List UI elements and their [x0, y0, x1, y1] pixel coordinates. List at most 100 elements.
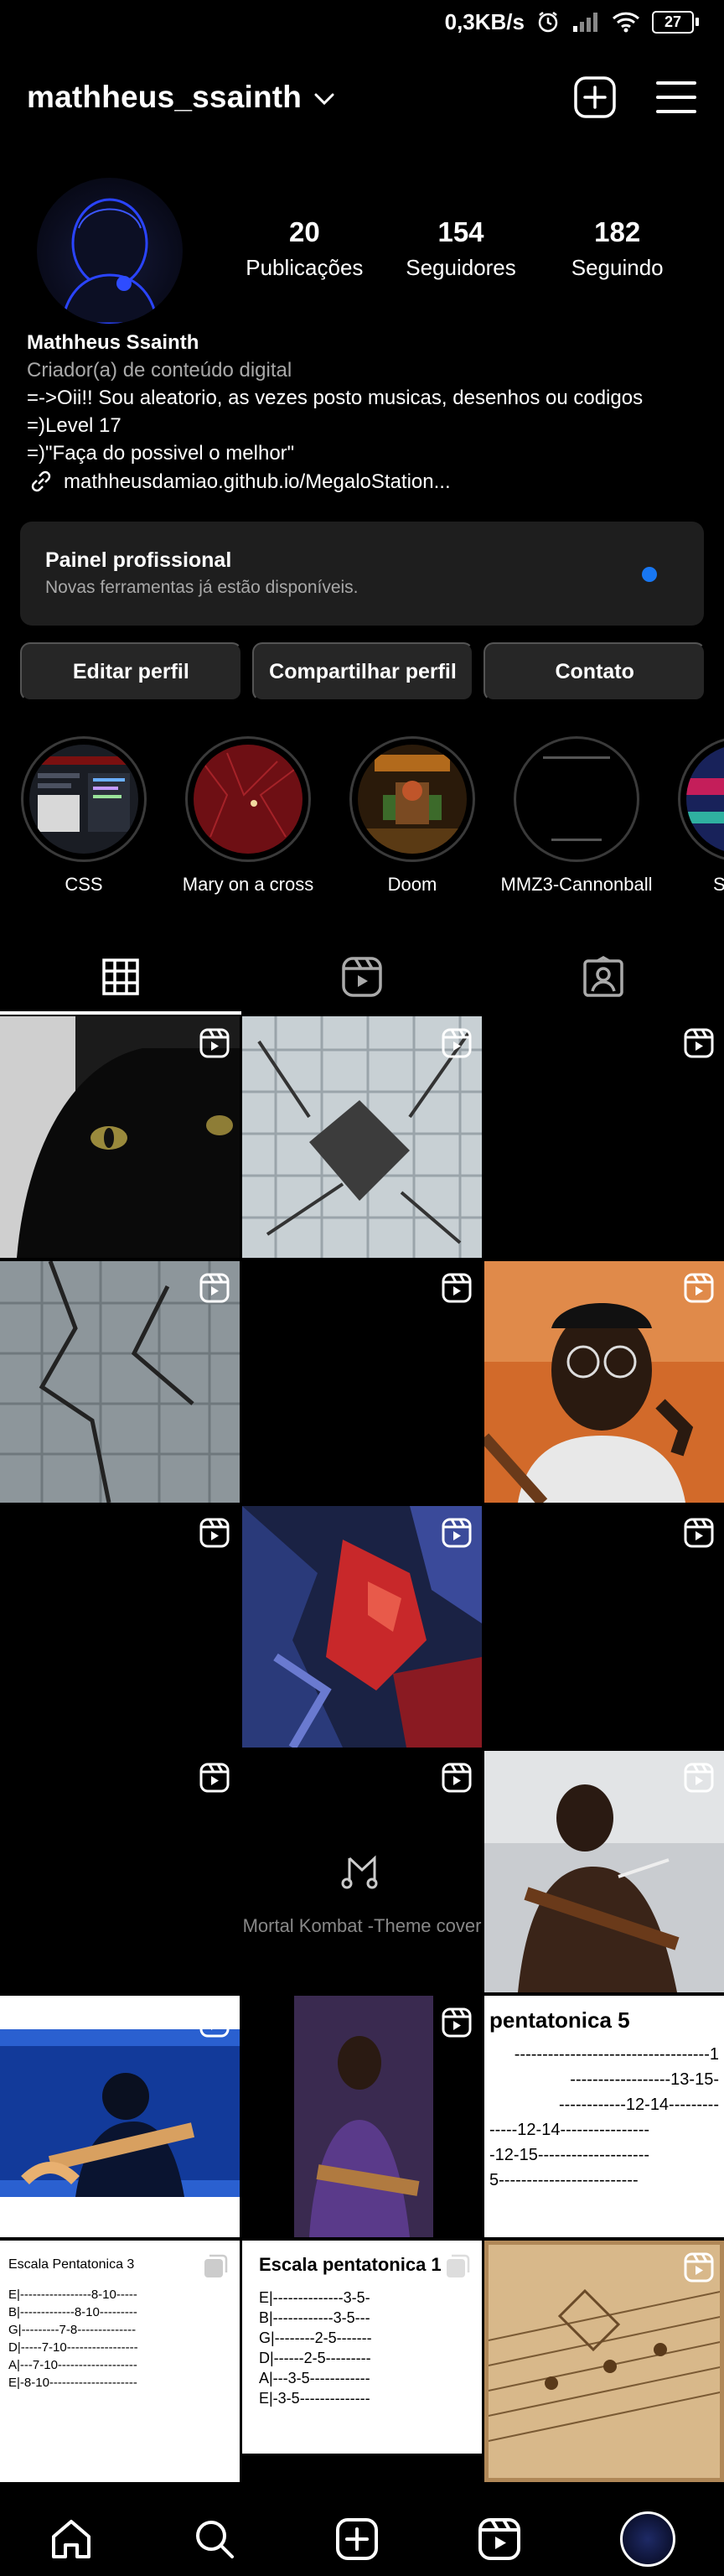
posts-stat[interactable]: 20 Publicações [226, 216, 383, 281]
tab-line: E|-3-5-------------- [259, 2390, 370, 2407]
post-caption: Mortal Kombat -Theme cover [242, 1915, 482, 1936]
battery-level: 27 [652, 10, 694, 34]
highlight-doom[interactable]: Doom [328, 736, 496, 896]
link-icon [31, 470, 51, 492]
profile-actions: Editar perfil Compartilhar perfil Contat… [20, 642, 706, 701]
reel-icon [684, 2252, 714, 2283]
tab-line: E|-----------------8-10----- [8, 2288, 137, 2302]
grid-post[interactable] [242, 1996, 482, 2237]
tab-line: ------------12-14--------- [558, 2096, 719, 2114]
grid-post[interactable]: pentatonica 5 --------------------------… [484, 1996, 724, 2237]
reel-icon [442, 1273, 472, 1303]
reel-icon [199, 1028, 230, 1058]
posts-count: 20 [288, 216, 320, 247]
profile-bio: Mathheus Ssainth Criador(a) de conteúdo … [27, 329, 697, 496]
profile-nav-avatar[interactable] [619, 2511, 675, 2567]
notification-dot [642, 567, 657, 582]
home-icon[interactable] [49, 2516, 94, 2562]
tab-tagged[interactable] [483, 937, 724, 1016]
grid-post[interactable]: Escala Pentatonica 3 E|-----------------… [0, 2241, 240, 2482]
grid-post[interactable] [484, 1506, 724, 1748]
grid-post[interactable] [484, 1016, 724, 1258]
reel-icon [442, 1763, 472, 1793]
profile-avatar[interactable] [37, 178, 183, 324]
profile-category: Criador(a) de conteúdo digital [27, 359, 292, 382]
followers-count: 154 [437, 216, 484, 247]
grid-post[interactable] [0, 1016, 240, 1258]
grid-post[interactable] [484, 1751, 724, 1992]
grid-post[interactable] [0, 1506, 240, 1748]
highlight-css[interactable]: CSS [0, 736, 168, 896]
tab-line: -----------------------------------1 [514, 2045, 719, 2064]
grid-post[interactable] [0, 1996, 240, 2237]
highlight-thumbnail [194, 745, 303, 854]
grid-post[interactable] [242, 1261, 482, 1503]
profile-tabs [0, 937, 724, 1016]
grid-post[interactable] [242, 1506, 482, 1748]
tab-line: B|-------------8-10--------- [8, 2305, 137, 2319]
tab-line: -----12-14---------------- [489, 2121, 650, 2139]
highlight-label: Doom [387, 874, 437, 895]
tab-posts[interactable] [0, 937, 241, 1016]
post-title: Escala pentatonica 1 [259, 2254, 442, 2275]
battery-cap [696, 18, 699, 26]
followers-stat[interactable]: 154 Seguidores [383, 216, 540, 281]
reel-icon [684, 1273, 714, 1303]
tab-line: G|--------2-5------- [259, 2329, 372, 2346]
reel-icon [442, 2007, 472, 2038]
reel-icon [199, 1763, 230, 1793]
highlight-mary-on-a-cross[interactable]: Mary on a cross [164, 736, 332, 896]
bottom-navigation [0, 2502, 724, 2576]
following-count: 182 [594, 216, 641, 247]
grid-post[interactable] [0, 1261, 240, 1503]
reel-icon [199, 2007, 230, 2038]
tab-line: A|---3-5------------ [259, 2370, 370, 2386]
alarm-icon [538, 12, 558, 33]
signal-icon [573, 13, 597, 32]
grid-post[interactable]: Mortal Kombat -Theme cover [242, 1751, 482, 1992]
grid-post[interactable] [242, 1016, 482, 1258]
tagged-icon [583, 956, 623, 997]
carousel-icon [447, 2254, 470, 2277]
network-speed: 0,3KB/s [444, 8, 525, 34]
following-label: Seguindo [571, 255, 664, 280]
chevron-down-icon[interactable] [313, 91, 335, 106]
highlight-label: MMZ3-Cannonball [500, 874, 653, 895]
bio-line: =)Level 17 [27, 414, 122, 437]
grid-post[interactable] [0, 1751, 240, 1992]
reels-nav-icon[interactable] [477, 2516, 522, 2562]
tab-reels[interactable] [241, 937, 483, 1016]
create-post-icon[interactable] [573, 75, 617, 119]
reel-icon [199, 1518, 230, 1548]
grid-post[interactable] [484, 2241, 724, 2482]
menu-icon[interactable] [655, 79, 697, 116]
highlight-thumbnail [29, 745, 138, 854]
grid-post[interactable]: Escala pentatonica 1 E|--------------3-5… [242, 2241, 482, 2482]
display-name: Mathheus Ssainth [27, 331, 199, 354]
profile-header: mathheus_ssainth [0, 67, 724, 127]
reels-icon [342, 957, 382, 997]
bio-link-text[interactable]: mathheusdamiao.github.io/MegaloStation..… [64, 470, 451, 493]
carousel-icon [204, 2254, 228, 2277]
edit-profile-button[interactable]: Editar perfil [20, 642, 242, 701]
highlight-thumbnail [686, 745, 724, 854]
username[interactable]: mathheus_ssainth [27, 80, 303, 114]
highlight-mmz3-cannonball[interactable]: MMZ3-Cannonball [493, 736, 660, 896]
bio-link[interactable]: mathheusdamiao.github.io/MegaloStation..… [27, 467, 697, 496]
tab-line: B|------------3-5--- [259, 2309, 370, 2326]
reel-icon [442, 1028, 472, 1058]
create-icon[interactable] [334, 2516, 380, 2562]
highlight-smiles[interactable]: Smiles [657, 736, 724, 896]
following-stat[interactable]: 182 Seguindo [539, 216, 696, 281]
status-bar: 0,3KB/s 27 [0, 0, 724, 44]
professional-dashboard[interactable]: Painel profissional Novas ferramentas já… [20, 522, 704, 626]
bio-line: =->Oii!! Sou aleatorio, as vezes posto m… [27, 387, 644, 409]
tab-line: ------------------13-15- [570, 2070, 719, 2089]
grid-post[interactable] [484, 1261, 724, 1503]
tab-line: G|---------7-8-------------- [8, 2323, 137, 2337]
contact-button[interactable]: Contato [484, 642, 706, 701]
posts-label: Publicações [246, 255, 364, 280]
share-profile-button[interactable]: Compartilhar perfil [251, 642, 474, 701]
story-highlights: CSS Mary on a cross Doom MMZ3-Cannonball… [0, 736, 724, 896]
search-icon[interactable] [192, 2516, 237, 2562]
